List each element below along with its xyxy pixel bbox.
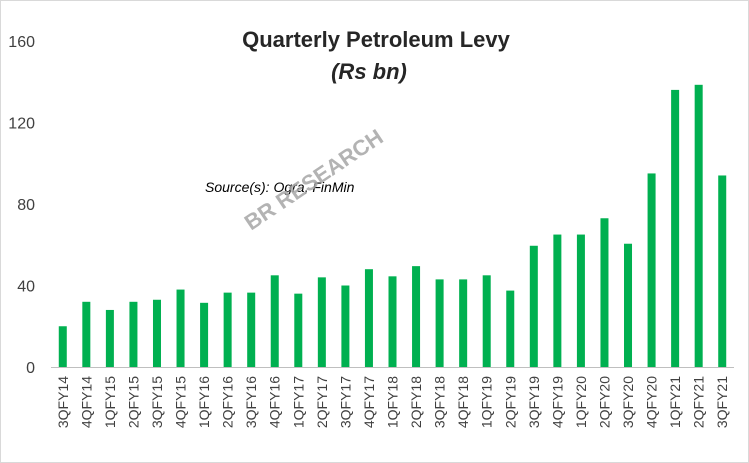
bar-2qfy18 <box>412 266 421 367</box>
y-tick-label: 160 <box>8 34 35 51</box>
bar-3qfy16 <box>247 292 256 367</box>
bar-2qfy20 <box>600 218 609 367</box>
x-tick-label: 2QFY16 <box>220 376 236 428</box>
x-tick-label: 4QFY15 <box>173 376 189 428</box>
bar-1qfy19 <box>482 275 491 367</box>
x-tick-label: 3QFY15 <box>149 376 165 428</box>
bar-2qfy16 <box>223 292 232 367</box>
x-tick-label: 3QFY14 <box>55 376 71 428</box>
bar-1qfy15 <box>105 309 114 367</box>
bar-3qfy20 <box>624 243 633 367</box>
x-tick-label: 2QFY17 <box>314 376 330 428</box>
x-tick-label: 4QFY17 <box>361 376 377 428</box>
bar-3qfy19 <box>529 245 538 367</box>
bar-4qfy18 <box>459 279 468 367</box>
x-axis: 3QFY14 4QFY14 1QFY15 2QFY15 3QFY15 4QFY15 1QFY… <box>55 376 730 428</box>
x-tick-label: 3QFY20 <box>620 376 636 428</box>
x-tick-label: 3QFY19 <box>526 376 542 428</box>
x-tick-label: 2QFY19 <box>502 376 518 428</box>
x-tick-label: 4QFY18 <box>455 376 471 428</box>
x-tick-label: 1QFY20 <box>573 376 589 428</box>
bar-2qfy17 <box>317 277 326 367</box>
x-tick-label: 4QFY19 <box>549 376 565 428</box>
source-annotation: Source(s): Ogra, FinMin <box>205 179 355 195</box>
x-tick-label: 4QFY14 <box>78 376 94 428</box>
bar-2qfy19 <box>506 290 515 367</box>
y-tick-label: 0 <box>26 360 35 377</box>
bar-1qfy20 <box>576 234 585 367</box>
x-tick-label: 3QFY16 <box>243 376 259 428</box>
x-tick-label: 3QFY17 <box>337 376 353 428</box>
x-tick-label: 2QFY15 <box>125 376 141 428</box>
bar-1qfy18 <box>388 276 397 367</box>
x-tick-label: 2QFY21 <box>691 376 707 428</box>
bar-1qfy16 <box>200 302 209 367</box>
chart-title: Quarterly Petroleum Levy <box>242 27 511 52</box>
y-tick-label: 120 <box>8 116 35 133</box>
bar-4qfy17 <box>364 269 373 367</box>
x-tick-label: 1QFY19 <box>479 376 495 428</box>
x-tick-label: 2QFY20 <box>596 376 612 428</box>
bar-2qfy21 <box>694 84 703 367</box>
chart-subtitle: (Rs bn) <box>331 59 407 84</box>
x-tick-label: 1QFY15 <box>102 376 118 428</box>
bar-3qfy14 <box>58 326 67 367</box>
bar-4qfy20 <box>647 173 656 367</box>
y-axis: 0 40 80 120 160 <box>8 34 35 377</box>
bar-4qfy16 <box>270 275 279 367</box>
x-tick-label: 4QFY16 <box>267 376 283 428</box>
x-tick-label: 3QFY21 <box>714 376 730 428</box>
x-tick-label: 1QFY17 <box>290 376 306 428</box>
bar-3qfy21 <box>718 175 727 367</box>
bar-1qfy21 <box>671 89 680 368</box>
x-tick-label: 2QFY18 <box>408 376 424 428</box>
x-tick-label: 1QFY21 <box>667 376 683 428</box>
bar-3qfy18 <box>435 279 444 367</box>
bars-group <box>58 84 727 368</box>
bar-3qfy17 <box>341 285 350 367</box>
x-tick-label: 1QFY18 <box>385 376 401 428</box>
bar-1qfy17 <box>294 293 303 367</box>
bar-4qfy19 <box>553 234 562 367</box>
x-tick-label: 1QFY16 <box>196 376 212 428</box>
y-tick-label: 40 <box>17 279 35 296</box>
x-tick-label: 4QFY20 <box>644 376 660 428</box>
bar-4qfy14 <box>82 301 91 367</box>
y-tick-label: 80 <box>17 197 35 214</box>
bar-2qfy15 <box>129 301 138 367</box>
x-tick-label: 3QFY18 <box>432 376 448 428</box>
bar-4qfy15 <box>176 289 185 367</box>
bar-3qfy15 <box>152 299 161 367</box>
